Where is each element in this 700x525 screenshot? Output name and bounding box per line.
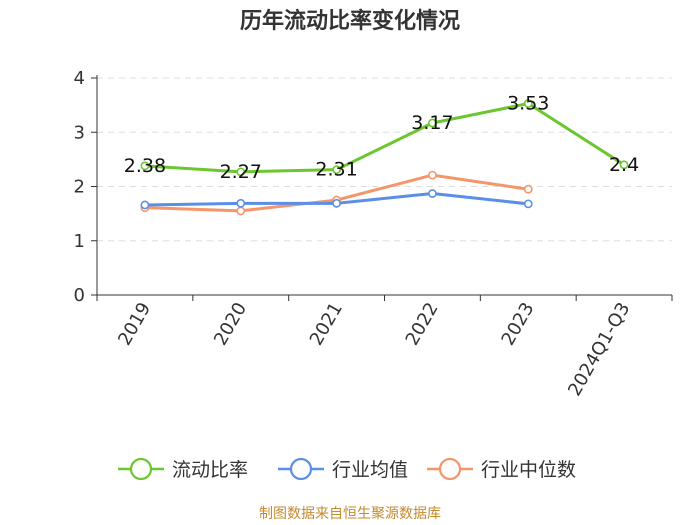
series-line <box>144 101 625 174</box>
data-labels: 2.38 2.27 2.31 3.17 3.53 2.4 <box>124 92 639 182</box>
y-tick-label: 3 <box>74 122 85 143</box>
data-point[interactable] <box>428 189 437 198</box>
data-point[interactable] <box>140 200 150 210</box>
data-point[interactable] <box>523 99 533 108</box>
data-label: 3.17 <box>411 112 453 134</box>
x-tick-label: 2021 <box>306 299 347 349</box>
data-label: 2.38 <box>124 155 166 177</box>
x-tick-label: 2020 <box>210 299 251 349</box>
data-point[interactable] <box>236 198 246 208</box>
chart-title: 历年流动比率变化情况 <box>240 8 460 34</box>
x-tick-label: 2024Q1-Q3 <box>564 299 634 400</box>
source-note: 制图数据来自恒生聚源数据库 <box>259 506 441 522</box>
legend-label: 行业中位数 <box>481 459 576 481</box>
legend-label: 流动比率 <box>172 459 248 481</box>
data-label: 3.53 <box>507 92 549 114</box>
data-label: 2.27 <box>220 161 262 183</box>
data-point[interactable] <box>523 184 533 194</box>
legend-swatch-marker <box>289 457 313 481</box>
grid-lines <box>97 77 672 242</box>
axes: 0 1 2 3 4 2019 2020 2021 2022 2023 2024Q1-Q3 <box>74 68 673 400</box>
y-tick-label: 2 <box>74 177 85 198</box>
data-point[interactable] <box>332 165 341 175</box>
data-point[interactable] <box>236 167 246 177</box>
data-point[interactable] <box>428 118 437 128</box>
x-tick-label: 2019 <box>114 299 155 349</box>
legend-swatch-marker <box>438 457 462 481</box>
data-point[interactable] <box>428 170 437 180</box>
legend[interactable]: 流动比率 行业均值 行业中位数 <box>118 457 576 481</box>
data-label: 2.31 <box>315 159 357 181</box>
y-tick-label: 4 <box>74 68 85 89</box>
data-label: 2.4 <box>609 154 639 176</box>
series-layer <box>140 99 629 216</box>
x-tick-label: 2023 <box>497 299 538 349</box>
data-point[interactable] <box>619 160 629 170</box>
y-tick-label: 0 <box>74 285 85 306</box>
legend-swatch-marker <box>129 457 153 481</box>
data-point[interactable] <box>236 206 246 216</box>
data-point[interactable] <box>140 161 150 171</box>
legend-label: 行业均值 <box>332 459 408 481</box>
data-point[interactable] <box>523 199 533 209</box>
legend-item[interactable]: 流动比率 <box>118 457 248 481</box>
legend-item[interactable]: 行业均值 <box>278 457 408 481</box>
x-tick-label: 2022 <box>402 299 443 349</box>
legend-item[interactable]: 行业中位数 <box>427 457 576 481</box>
data-point[interactable] <box>332 198 341 208</box>
y-tick-label: 1 <box>74 231 85 252</box>
